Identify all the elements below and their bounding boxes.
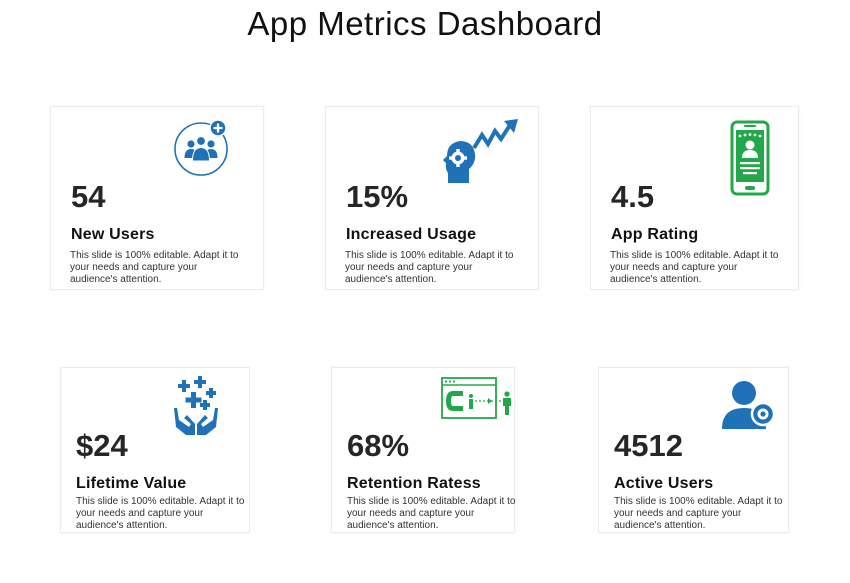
metric-value: 54 (71, 179, 105, 215)
head-gear-growth-icon (442, 117, 524, 192)
metric-label: New Users (71, 226, 155, 244)
metric-value: 4.5 (611, 179, 654, 215)
metric-card-app-rating: 4.5 App Rating This slide is 100% editab… (590, 106, 799, 290)
hands-crosses-icon (171, 374, 221, 441)
metric-description: This slide is 100% editable. Adapt it to… (347, 496, 523, 532)
metric-label: Increased Usage (346, 226, 476, 244)
page-title: App Metrics Dashboard (0, 5, 850, 43)
metric-value: $24 (76, 428, 128, 464)
metric-value: 68% (347, 428, 409, 464)
metric-label: Retention Ratess (347, 475, 481, 493)
add-user-group-icon (172, 118, 232, 183)
metric-card-increased-usage: 15% Increased Usage This slide is 100% e… (325, 106, 539, 290)
metric-card-active-users: 4512 Active Users This slide is 100% edi… (598, 367, 789, 533)
smartphone-rating-icon (730, 120, 772, 203)
metric-description: This slide is 100% editable. Adapt it to… (345, 250, 521, 286)
magnet-customer-icon (441, 377, 515, 426)
metric-description: This slide is 100% editable. Adapt it to… (76, 496, 252, 532)
metric-card-new-users: 54 New Users This slide is 100% editable… (50, 106, 264, 290)
metric-label: Active Users (614, 475, 713, 493)
metric-card-retention-rates: 68% Retention Ratess This slide is 100% … (331, 367, 515, 533)
metric-description: This slide is 100% editable. Adapt it to… (610, 250, 786, 286)
metric-description: This slide is 100% editable. Adapt it to… (614, 496, 790, 532)
metric-description: This slide is 100% editable. Adapt it to… (70, 250, 246, 286)
metric-label: Lifetime Value (76, 475, 186, 493)
user-toggle-icon (720, 377, 778, 438)
metric-value: 4512 (614, 428, 683, 464)
metric-card-lifetime-value: $24 Lifetime Value This slide is 100% ed… (60, 367, 250, 533)
metric-label: App Rating (611, 226, 698, 244)
metric-value: 15% (346, 179, 408, 215)
